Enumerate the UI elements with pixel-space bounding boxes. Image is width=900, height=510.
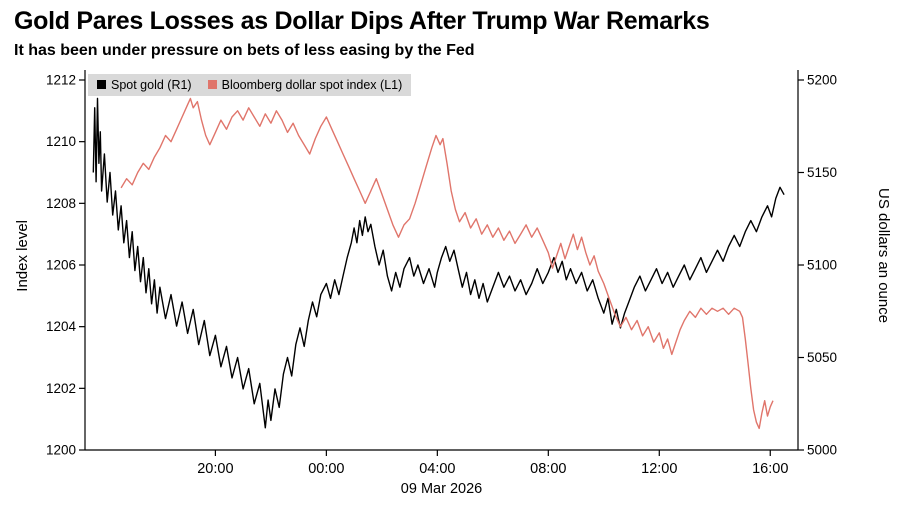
price-chart: 1200 1202 1204 1206 1208 1210 1212 5000 5050 5100…	[46, 69, 837, 497]
chart-header: Gold Pares Losses as Dollar Dips After T…	[0, 0, 900, 60]
x-axis-tick-label: 00:00	[308, 461, 344, 477]
page-subtitle: It has been under pressure on bets of le…	[14, 41, 475, 59]
legend-item-spot-gold: Spot gold (R1)	[97, 78, 192, 92]
legend-item-dollar-index: Bloomberg dollar spot index (L1)	[207, 77, 403, 92]
right-axis-tick-label: 5050	[807, 350, 837, 365]
legend-label-dollar-index: Bloomberg dollar spot index (L1)	[221, 77, 403, 92]
left-axis-tick-label: 1200	[46, 442, 76, 457]
dollar-index-line	[120, 97, 774, 429]
left-axis-tick-label: 1204	[46, 319, 77, 334]
spot-gold-swatch	[97, 80, 106, 89]
x-axis-tick-label: 16:00	[752, 461, 788, 477]
legend: Spot gold (R1) Bloomberg dollar spot ind…	[88, 73, 412, 96]
right-axis-tick-label: 5200	[807, 72, 837, 87]
x-axis-tick-label: 12:00	[641, 461, 677, 477]
right-axis-tick-label: 5000	[807, 442, 837, 457]
legend-label-spot-gold: Spot gold (R1)	[111, 77, 192, 92]
spot-gold-line	[92, 97, 785, 428]
chart-area: Index level US dollars an ounce 1200 1202…	[0, 62, 900, 500]
left-axis-tick-label: 1202	[46, 380, 76, 395]
right-axis-tick-label: 5100	[807, 257, 837, 272]
dollar-index-swatch	[207, 80, 217, 89]
left-axis-tick-label: 1206	[46, 257, 76, 272]
page-title: Gold Pares Losses as Dollar Dips After T…	[14, 7, 710, 35]
left-axis-tick-label: 1208	[46, 195, 76, 210]
x-axis-date-label: 09 Mar 2026	[401, 481, 482, 497]
x-axis-tick-label: 04:00	[419, 461, 455, 477]
left-axis-tick-label: 1212	[46, 72, 76, 87]
left-axis-tick-label: 1210	[46, 134, 76, 149]
x-axis-tick-label: 20:00	[197, 461, 233, 477]
right-axis-tick-label: 5150	[807, 165, 837, 180]
x-axis-tick-label: 08:00	[530, 461, 566, 477]
right-axis-title: US dollars an ounce	[875, 187, 892, 323]
left-axis-title: Index level	[14, 219, 31, 292]
